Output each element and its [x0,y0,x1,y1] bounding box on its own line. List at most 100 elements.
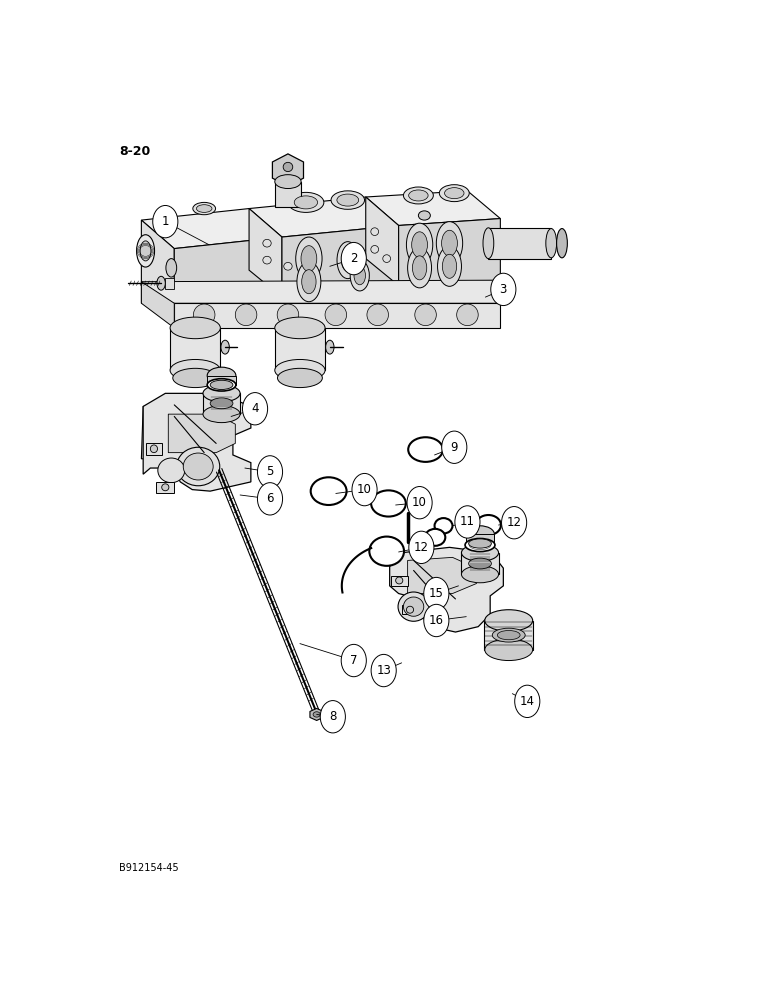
Circle shape [491,273,516,306]
Circle shape [409,531,434,564]
Ellipse shape [493,628,525,642]
Ellipse shape [337,194,359,206]
Text: 14: 14 [520,695,535,708]
Ellipse shape [207,379,236,391]
Text: 2: 2 [350,252,357,265]
Ellipse shape [371,228,378,235]
Circle shape [515,685,540,718]
Circle shape [257,456,283,488]
Text: B912154-45: B912154-45 [119,863,179,873]
Ellipse shape [283,162,293,172]
Ellipse shape [157,276,165,290]
Polygon shape [174,237,282,309]
Circle shape [352,473,377,506]
Ellipse shape [367,304,388,326]
Ellipse shape [221,340,229,354]
Polygon shape [275,182,301,207]
Ellipse shape [331,191,364,209]
Polygon shape [207,376,236,385]
Ellipse shape [275,317,325,339]
Circle shape [407,487,432,519]
Ellipse shape [435,518,452,533]
Ellipse shape [157,458,185,483]
Circle shape [341,242,367,275]
Ellipse shape [371,246,378,253]
Text: 11: 11 [460,515,475,528]
Polygon shape [170,328,220,370]
Polygon shape [165,278,174,289]
Text: 15: 15 [429,587,444,600]
Ellipse shape [301,246,317,272]
Polygon shape [174,303,500,328]
Circle shape [502,507,527,539]
Polygon shape [391,576,408,586]
Ellipse shape [284,262,292,270]
Circle shape [153,205,178,238]
Circle shape [371,654,396,687]
Text: 9: 9 [451,441,458,454]
Circle shape [455,506,480,538]
Ellipse shape [485,610,533,631]
Ellipse shape [439,185,469,202]
Text: 12: 12 [414,541,429,554]
Ellipse shape [469,558,492,569]
Ellipse shape [210,380,233,389]
Ellipse shape [151,445,157,453]
Ellipse shape [196,205,212,212]
Ellipse shape [170,359,220,381]
Polygon shape [366,197,398,286]
Polygon shape [249,197,398,237]
Ellipse shape [406,606,414,613]
Ellipse shape [369,537,404,566]
Polygon shape [310,708,323,720]
Ellipse shape [396,577,403,584]
Ellipse shape [203,406,240,423]
Ellipse shape [408,248,432,288]
Polygon shape [466,534,494,544]
Ellipse shape [383,255,391,262]
Ellipse shape [436,222,462,265]
Polygon shape [156,482,174,493]
Polygon shape [249,209,282,297]
Ellipse shape [173,368,218,388]
Ellipse shape [177,447,220,486]
Polygon shape [489,228,551,259]
Text: 12: 12 [506,516,522,529]
Polygon shape [484,620,533,650]
Ellipse shape [438,246,462,286]
Ellipse shape [412,256,427,280]
Ellipse shape [415,304,436,326]
Text: 10: 10 [412,496,427,509]
Ellipse shape [350,260,369,291]
Ellipse shape [497,631,520,640]
Ellipse shape [310,477,347,505]
Ellipse shape [211,381,232,389]
Ellipse shape [194,304,215,326]
Polygon shape [390,547,503,632]
Ellipse shape [406,223,433,266]
Ellipse shape [404,187,433,204]
Polygon shape [408,557,476,594]
Text: 1: 1 [161,215,169,228]
Ellipse shape [166,259,177,277]
Ellipse shape [466,526,494,543]
Circle shape [424,604,449,637]
Polygon shape [143,393,251,491]
Ellipse shape [277,304,299,326]
Ellipse shape [325,304,347,326]
Ellipse shape [288,192,324,212]
Ellipse shape [462,566,499,583]
Polygon shape [366,191,500,225]
Ellipse shape [296,237,322,280]
Ellipse shape [411,232,428,258]
Polygon shape [141,280,500,303]
Ellipse shape [442,254,457,278]
Text: 4: 4 [252,402,259,415]
Ellipse shape [275,359,325,381]
Ellipse shape [462,544,499,561]
Ellipse shape [354,266,365,285]
Ellipse shape [313,712,320,717]
Ellipse shape [398,592,429,621]
Ellipse shape [408,437,443,462]
Ellipse shape [326,340,334,354]
